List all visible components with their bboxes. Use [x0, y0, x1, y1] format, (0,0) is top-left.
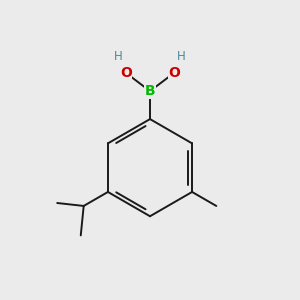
Text: O: O: [168, 66, 180, 80]
Text: B: B: [145, 84, 155, 98]
Text: O: O: [120, 66, 132, 80]
Text: H: H: [177, 50, 186, 63]
Text: H: H: [114, 50, 123, 63]
